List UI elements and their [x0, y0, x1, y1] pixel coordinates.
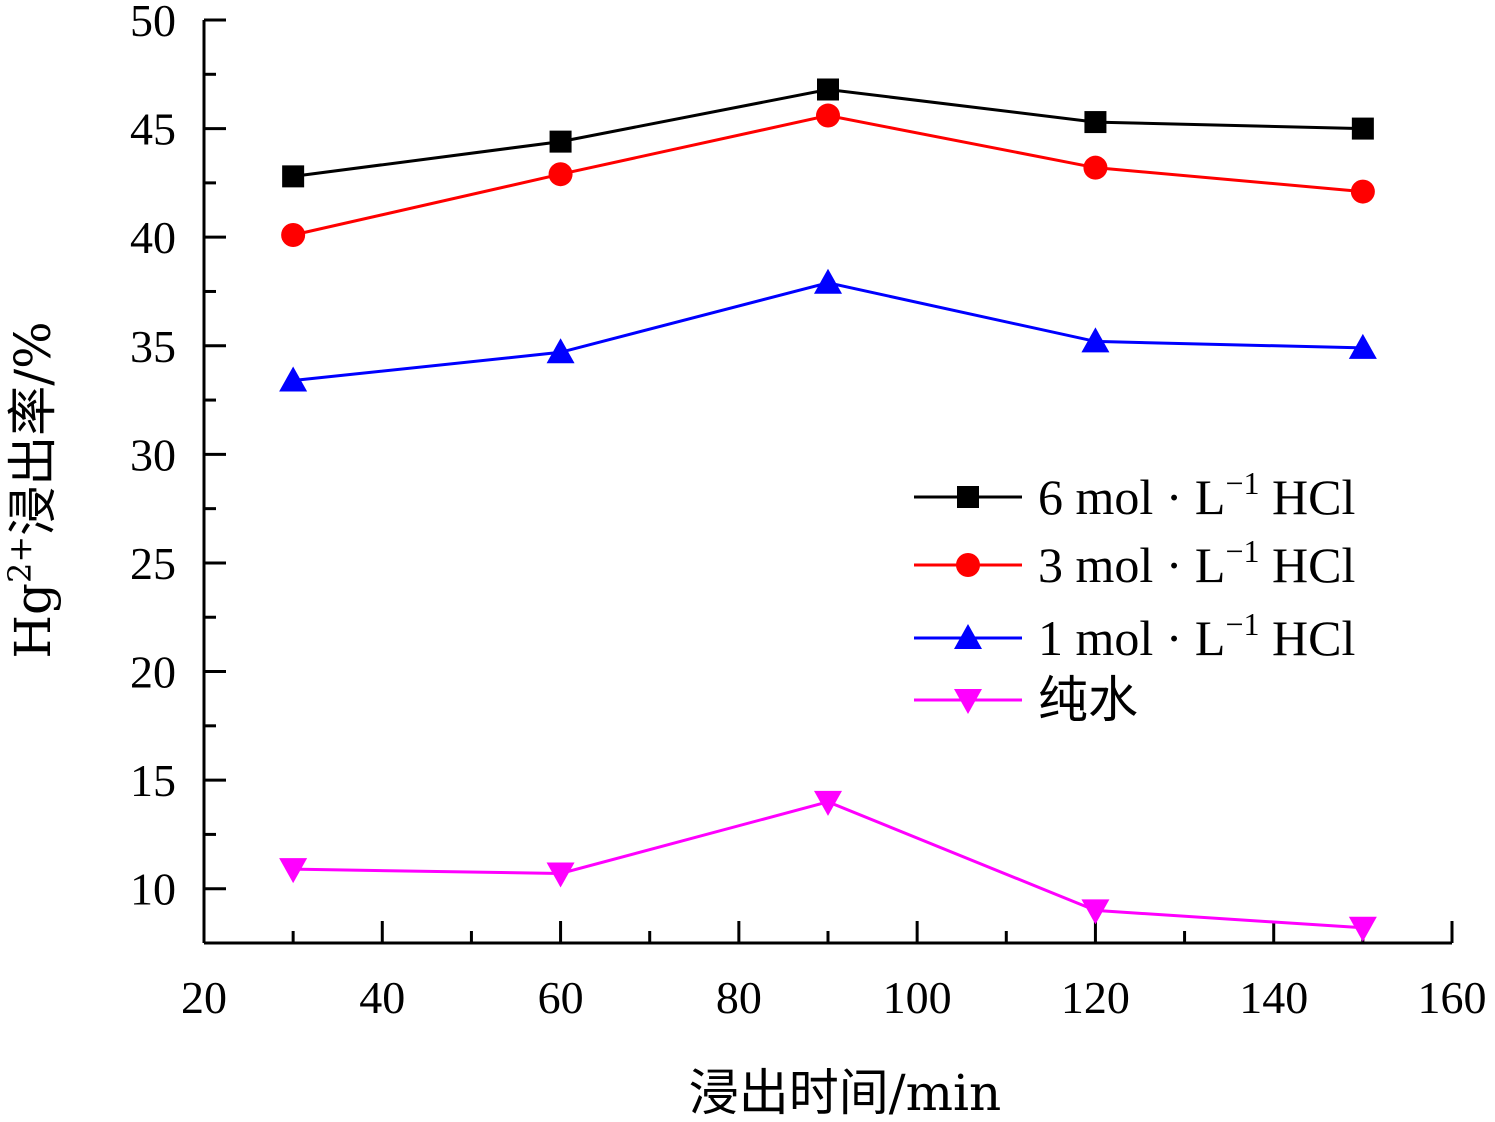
legend-marker-2	[954, 624, 982, 649]
legend-label-text: 3 mol · L	[1038, 537, 1225, 593]
legend-label-0: 6 mol · L−1 HCl	[1038, 465, 1355, 525]
legend-label-text-post: HCl	[1260, 537, 1356, 593]
y-axis-title-rest: 浸出率/%	[4, 321, 62, 535]
y-tick-label-25: 25	[130, 538, 176, 589]
x-tick-label-80: 80	[716, 972, 762, 1023]
data-point-0-4	[1351, 117, 1374, 140]
x-tick-label-100: 100	[883, 972, 952, 1023]
series-2	[279, 268, 1377, 392]
data-point-1-1	[548, 162, 573, 187]
data-point-2-0	[279, 366, 308, 392]
data-point-2-2	[814, 268, 842, 294]
x-tick-label-140: 140	[1239, 972, 1308, 1023]
data-point-3-2	[814, 790, 842, 816]
data-point-3-0	[279, 858, 308, 884]
legend-item-3: 纯水	[914, 672, 1138, 728]
legend-label-text-post: HCl	[1260, 469, 1356, 525]
data-point-3-3	[1081, 899, 1110, 925]
series-line-2	[292, 281, 1363, 383]
legend-label-1: 3 mol · L−1 HCl	[1038, 533, 1355, 593]
x-tick-label-20: 20	[181, 972, 227, 1023]
data-point-3-4	[1348, 916, 1377, 942]
data-point-1-0	[281, 223, 306, 248]
plot-area	[279, 78, 1377, 942]
legend-label-3: 纯水	[1038, 672, 1138, 728]
data-point-1-2	[816, 103, 840, 128]
series-line-3	[293, 800, 1363, 930]
y-axis-title-base: Hg	[4, 583, 62, 659]
x-axis-title: 浸出时间/min	[689, 1064, 1001, 1122]
x-tick-label-120: 120	[1061, 972, 1130, 1023]
data-point-0-3	[1084, 111, 1107, 134]
legend-label-text: 纯水	[1038, 672, 1138, 728]
x-tick-label-60: 60	[538, 972, 584, 1023]
legend-marker-3	[954, 689, 982, 714]
legend-label-sup: −1	[1225, 465, 1259, 501]
data-point-2-1	[546, 338, 575, 364]
series-line-0	[292, 87, 1363, 178]
legend-marker-0	[957, 486, 979, 508]
y-tick-label-50: 50	[130, 0, 176, 46]
series-line-1	[292, 114, 1363, 237]
y-tick-label-45: 45	[130, 104, 176, 155]
x-tick-label-40: 40	[359, 972, 405, 1023]
data-point-2-3	[1081, 327, 1110, 353]
y-tick-label-35: 35	[130, 321, 176, 372]
x-tick-label-160: 160	[1418, 972, 1487, 1023]
data-point-1-3	[1083, 155, 1108, 180]
y-axis-title-sup: 2+	[1, 536, 39, 583]
y-tick-label-15: 15	[130, 755, 176, 806]
legend-item-1: 3 mol · L−1 HCl	[914, 533, 1355, 593]
legend-item-0: 6 mol · L−1 HCl	[914, 465, 1355, 525]
series-1	[281, 103, 1375, 248]
y-axis-title: Hg2+浸出率/%	[1, 321, 62, 658]
data-point-0-1	[549, 130, 572, 153]
legend-label-text-post: HCl	[1260, 610, 1356, 666]
legend-marker-1	[956, 553, 980, 577]
y-tick-label-10: 10	[130, 864, 176, 915]
legend-label-sup: −1	[1225, 606, 1259, 642]
data-point-0-2	[817, 78, 839, 101]
data-point-3-1	[546, 862, 575, 888]
y-tick-label-20: 20	[130, 647, 176, 698]
y-tick-label-30: 30	[130, 429, 176, 480]
data-point-2-4	[1348, 333, 1377, 359]
legend-label-text: 6 mol · L	[1038, 469, 1225, 525]
axes: 20 40 60 80 100 120 140 160 10 15 20 25 30 35 40 45 50	[130, 0, 1487, 1023]
series-3	[279, 790, 1377, 942]
legend-label-sup: −1	[1225, 533, 1259, 569]
legend-label-2: 1 mol · L−1 HCl	[1038, 606, 1355, 666]
series-0	[282, 78, 1374, 188]
legend-label-text: 1 mol · L	[1038, 610, 1225, 666]
legend-item-2: 1 mol · L−1 HCl	[914, 606, 1355, 666]
data-point-1-4	[1350, 179, 1375, 204]
y-tick-label-40: 40	[130, 212, 176, 263]
data-point-0-0	[282, 165, 305, 188]
